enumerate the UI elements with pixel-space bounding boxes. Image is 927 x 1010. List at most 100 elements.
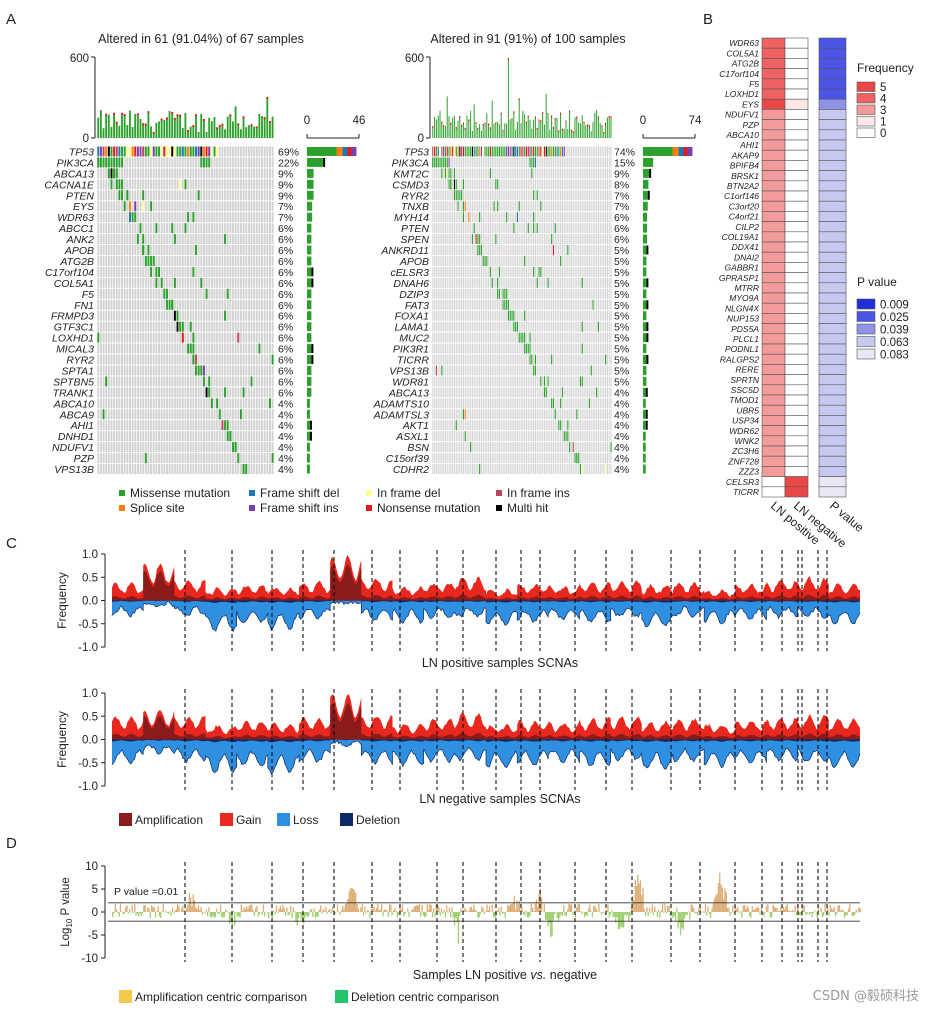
oncoprint-cell [142, 266, 145, 277]
oncoprint-cell [261, 146, 264, 157]
oncoprint-cell [477, 376, 479, 387]
oncoprint-cell [129, 266, 131, 277]
sample-burden-bar [250, 124, 253, 138]
oncoprint-cell [498, 179, 500, 190]
oncoprint-cell [534, 343, 536, 354]
oncoprint-cell [556, 234, 558, 245]
oncoprint-cell [229, 266, 232, 277]
mutation-mark [470, 146, 472, 157]
oncoprint-cell [583, 299, 585, 310]
oncoprint-cell [99, 223, 102, 234]
oncoprint-cell [189, 256, 192, 266]
oncoprint-cell [263, 354, 266, 365]
oncoprint-cell [576, 299, 578, 310]
oncoprint-cell [176, 376, 179, 387]
oncoprint-cell [570, 146, 572, 157]
oncoprint-cell [462, 245, 464, 255]
oncoprint-cell [515, 157, 517, 168]
oncoprint-cell [144, 245, 147, 255]
oncoprint-cell [524, 212, 526, 223]
oncoprint-cell [606, 256, 608, 266]
oncoprint-cell [152, 321, 155, 332]
oncoprint-cell [475, 256, 477, 266]
oncoprint-cell [150, 409, 153, 420]
oncoprint-cell [226, 365, 229, 376]
oncoprint-cell [502, 179, 504, 190]
oncoprint-cell [542, 277, 544, 288]
oncoprint-cell [168, 376, 171, 387]
oncoprint-cell [155, 420, 158, 431]
oncoprint-cell [583, 245, 585, 255]
mutation-mark [524, 256, 526, 266]
sample-burden-bar [513, 111, 515, 138]
oncoprint-cell [136, 310, 139, 321]
oncoprint-cell [552, 223, 554, 234]
oncoprint-cell [581, 168, 583, 179]
oncoprint-cell [134, 245, 137, 255]
mutation-mark [448, 168, 450, 179]
oncoprint-cell [123, 179, 126, 190]
oncoprint-cell [486, 157, 488, 168]
sample-burden-cap [152, 131, 155, 134]
oncoprint-cell [498, 332, 500, 343]
oncoprint-cell [515, 245, 517, 255]
oncoprint-cell [471, 277, 473, 288]
oncoprint-cell [540, 245, 542, 255]
oncoprint-cell [441, 266, 443, 277]
gene-count-bar [643, 311, 647, 321]
oncoprint-cell [601, 256, 603, 266]
oncoprint-cell [232, 288, 234, 299]
oncoprint-cell [488, 354, 490, 365]
oncoprint-cell [567, 332, 569, 343]
gene-count-bar [643, 256, 647, 266]
oncoprint-cell [493, 190, 495, 201]
oncoprint-cell [150, 453, 153, 464]
oncoprint-cell [202, 201, 205, 212]
oncoprint-cell [560, 365, 562, 376]
oncoprint-cell [263, 387, 266, 398]
oncoprint-cell [152, 464, 155, 474]
oncoprint-cell [158, 376, 161, 387]
oncoprint-cell [529, 277, 531, 288]
oncoprint-cell [171, 157, 174, 168]
oncoprint-cell [524, 234, 526, 245]
oncoprint-cell [596, 168, 598, 179]
oncoprint-cell [247, 256, 250, 266]
oncoprint-cell [450, 201, 452, 212]
oncoprint-cell [221, 398, 224, 409]
oncoprint-cell [113, 245, 116, 255]
oncoprint-cell [466, 201, 468, 212]
oncoprint-cell [139, 398, 142, 409]
oncoprint-cell [160, 398, 163, 409]
oncoprint-cell [500, 354, 502, 365]
oncoprint-cell [570, 343, 572, 354]
oncoprint-cell [441, 256, 443, 266]
oncoprint-cell [435, 245, 437, 255]
oncoprint-cell [224, 201, 227, 212]
gene-label: PTEN [66, 190, 94, 202]
oncoprint-cell [542, 321, 544, 332]
oncoprint-cell [152, 245, 155, 255]
mutation-mark [221, 420, 224, 431]
oncoprint-cell [144, 190, 147, 201]
mutation-mark [513, 146, 515, 157]
oncoprint-cell [608, 343, 610, 354]
sample-burden-cap [173, 117, 176, 120]
gene-count-bar-seg [347, 147, 352, 156]
oncoprint-cell [232, 398, 234, 409]
oncoprint-cell [237, 431, 240, 442]
mutation-mark [155, 277, 158, 288]
oncoprint-cell [513, 343, 515, 354]
oncoprint-cell [163, 256, 166, 266]
oncoprint-cell [470, 234, 472, 245]
mutation-mark [213, 146, 216, 157]
sample-burden-bar [466, 115, 468, 138]
oncoprint-cell [126, 365, 129, 376]
oncoprint-cell [569, 288, 571, 299]
oncoprint-cell [554, 354, 556, 365]
sample-burden-bar [585, 125, 587, 138]
oncoprint-cell [126, 310, 129, 321]
oncoprint-cell [558, 245, 560, 255]
oncoprint-cell [237, 343, 240, 354]
oncoprint-cell [142, 157, 145, 168]
